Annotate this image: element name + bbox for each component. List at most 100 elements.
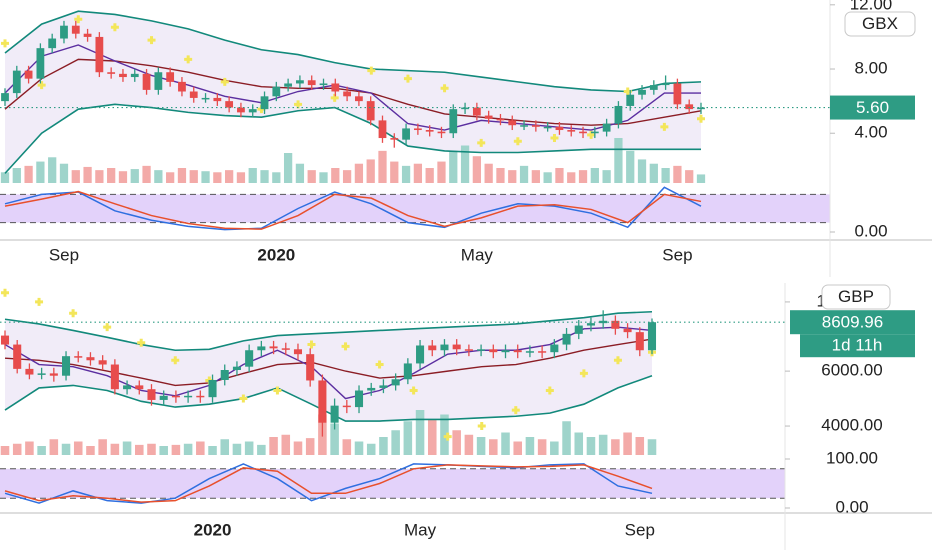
volume-bar (135, 444, 144, 455)
candle-body (86, 357, 95, 361)
volume-bar (213, 172, 222, 183)
volume-bar (36, 161, 45, 183)
candle-body (673, 83, 682, 105)
candle-body (142, 73, 151, 90)
volume-bar (248, 168, 257, 183)
stoch-d (4, 190, 702, 230)
sar-point (35, 297, 44, 306)
candle-body (614, 105, 623, 124)
volume-bar (649, 163, 658, 183)
candle-body (213, 97, 222, 102)
volume-bar (24, 165, 33, 183)
time-label: May (461, 245, 494, 264)
volume-bar (220, 439, 230, 455)
volume-bar (189, 170, 198, 183)
candle-body (586, 323, 595, 326)
volume-bar (513, 441, 522, 455)
candle-body (449, 109, 458, 134)
volume-bar (83, 166, 92, 183)
volume-bar (118, 171, 128, 183)
volume-bar (71, 170, 80, 183)
sar-point (341, 342, 350, 351)
candle-body (428, 345, 437, 351)
candle-body (378, 120, 387, 139)
pane: 10000.006000.004000.00100.000.002020MayS… (0, 283, 932, 550)
volume-bar (225, 170, 234, 183)
volume-bar (425, 168, 434, 183)
candle-body (110, 364, 119, 390)
volume-bar (476, 437, 486, 455)
candle-body (135, 385, 144, 390)
volume-bar (208, 446, 217, 455)
candle-body (60, 25, 68, 39)
candle-body (390, 138, 399, 140)
candle-body (62, 356, 71, 376)
candle-body (355, 96, 363, 102)
candle-body (647, 322, 657, 351)
volume-bar (236, 172, 246, 183)
candle-body (366, 101, 375, 121)
candle-body (306, 354, 315, 381)
sar-point (403, 74, 412, 83)
candle-body (638, 89, 646, 95)
volume-bar (342, 439, 352, 455)
sar-point (220, 77, 229, 86)
candle-body (208, 379, 217, 398)
candle-body (501, 350, 510, 353)
volume-bar (413, 163, 423, 183)
volume-bar (166, 172, 175, 183)
candle-body (590, 131, 599, 134)
volume-bar (49, 439, 59, 455)
stoch-k (4, 463, 653, 504)
candle-body (201, 97, 210, 100)
volume-bar (626, 150, 635, 183)
candle-body (484, 115, 493, 119)
candle-body (452, 344, 461, 350)
candle-body (245, 350, 254, 367)
candle-body (461, 107, 469, 110)
bollinger-lower (4, 374, 653, 422)
volume-bar (331, 168, 340, 183)
candle-body (184, 395, 193, 398)
candle-body (635, 332, 644, 351)
volume-bar (147, 443, 156, 455)
volume-bar (366, 443, 376, 455)
volume-bar (543, 172, 552, 183)
volume-bar (201, 171, 210, 183)
sar-point (69, 309, 78, 318)
candle-body (330, 405, 339, 423)
volume-bar (272, 172, 281, 183)
volume-bar (611, 439, 620, 455)
sar-point (477, 138, 486, 147)
sar-point (171, 356, 180, 365)
candle-body (130, 73, 139, 78)
volume-bar (555, 168, 564, 183)
price-tick-label: 4.00 (854, 123, 887, 142)
last-price-label: 5.60 (856, 98, 889, 117)
currency-badge (844, 11, 916, 37)
volume-bar (0, 172, 10, 183)
candle-body (403, 363, 412, 380)
volume-bar (401, 165, 411, 183)
volume-bar (95, 170, 104, 183)
candle-body (284, 83, 293, 87)
candle-body (171, 395, 180, 398)
sar-point (367, 66, 376, 75)
last-price-label: 8609.96 (822, 313, 883, 332)
bollinger-upper (4, 310, 653, 352)
candle-body (562, 333, 571, 345)
sar-point (697, 114, 705, 123)
candle-body (464, 349, 473, 351)
time-label: Sep (662, 245, 692, 264)
candle-body (237, 107, 245, 113)
stoch-tick-label: 0.00 (835, 497, 868, 516)
candle-body (496, 118, 505, 121)
volume-bar (244, 441, 254, 455)
candle-body (166, 72, 175, 82)
candle-body (319, 83, 328, 86)
volume-bar (415, 410, 425, 455)
candle-body (367, 387, 376, 391)
candle-body (25, 368, 34, 375)
bollinger-fill (5, 11, 701, 174)
candle-body (1, 93, 9, 102)
